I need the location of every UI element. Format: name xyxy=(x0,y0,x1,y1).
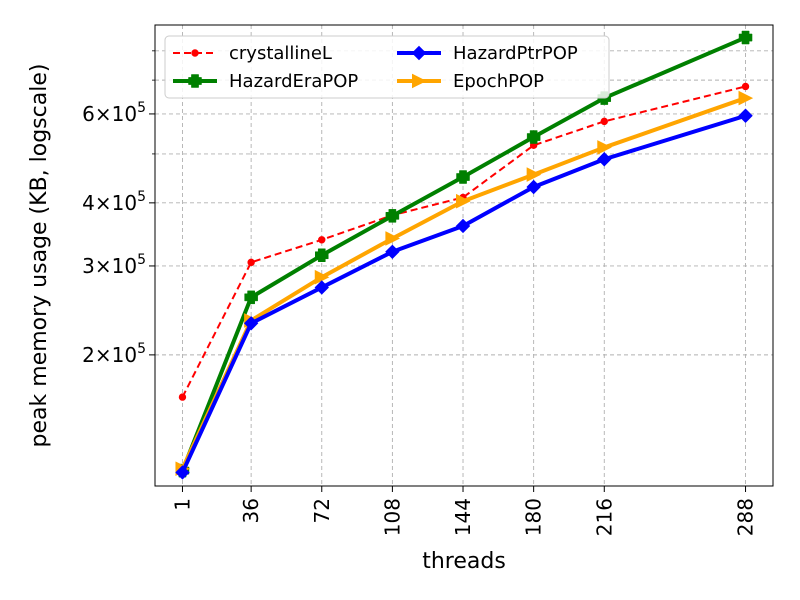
data-point xyxy=(738,30,753,45)
data-point xyxy=(385,244,400,260)
legend-entry: EpochPOP xyxy=(397,71,544,92)
series-HazardPtrPOP xyxy=(175,108,753,480)
data-point xyxy=(314,280,329,295)
legend-entry: crystallineL xyxy=(173,43,332,64)
legend-swatch-marker xyxy=(191,49,199,57)
y-axis-ticks: 2×105 3×105 4×105 6×105 xyxy=(82,50,155,367)
legend-swatch-marker xyxy=(188,74,202,88)
data-point xyxy=(455,218,471,234)
data-point xyxy=(741,82,750,91)
legend-swatch-marker xyxy=(412,73,427,89)
series-line xyxy=(181,85,746,398)
y-axis-label: peak memory usage (KB, logscale) xyxy=(27,64,52,448)
legend: crystallineL HazardEraPOP HazardPtrPOP Epoc… xyxy=(164,35,610,99)
data-point xyxy=(318,236,326,244)
series-crystallineL xyxy=(178,82,750,401)
x-tick-label: 180 xyxy=(522,498,546,536)
legend-entry: HazardPtrPOP xyxy=(397,43,578,64)
data-point xyxy=(526,167,542,182)
data-point xyxy=(175,465,190,480)
series-layer xyxy=(175,30,754,480)
y-tick-label: 3×105 xyxy=(82,252,146,278)
x-tick-label: 1 xyxy=(170,498,194,511)
x-axis-ticks: 1 36 72 108 144 180 216 288 xyxy=(170,486,758,536)
x-axis-label: threads xyxy=(422,549,506,574)
plot-frame xyxy=(154,24,774,487)
data-point xyxy=(738,108,753,123)
x-tick-label: 216 xyxy=(592,498,616,536)
data-point xyxy=(178,393,187,401)
y-tick-label: 6×105 xyxy=(82,100,146,126)
data-point xyxy=(597,152,612,167)
data-point xyxy=(243,316,259,331)
legend-swatch-marker xyxy=(411,45,427,61)
x-tick-label: 288 xyxy=(734,498,758,536)
x-tick-label: 144 xyxy=(451,498,475,536)
legend-label: crystallineL xyxy=(229,43,332,64)
data-point xyxy=(315,248,329,263)
legend-label: HazardEraPOP xyxy=(229,71,358,92)
x-tick-label: 108 xyxy=(380,498,404,536)
x-tick-label: 72 xyxy=(310,498,334,523)
data-point xyxy=(526,130,541,144)
y-tick-label: 4×105 xyxy=(82,189,146,215)
data-point xyxy=(385,231,401,246)
data-point xyxy=(244,290,258,305)
data-point xyxy=(385,209,400,223)
data-point xyxy=(456,193,471,209)
data-point xyxy=(600,117,608,126)
series-EpochPOP xyxy=(175,90,754,477)
data-point xyxy=(526,179,541,195)
series-line xyxy=(180,113,747,474)
legend-label: HazardPtrPOP xyxy=(453,43,578,64)
series-line xyxy=(180,96,747,470)
data-point xyxy=(456,170,470,184)
series-line xyxy=(180,35,747,472)
legend-box xyxy=(164,35,610,99)
legend-entry: HazardEraPOP xyxy=(173,71,358,92)
data-point xyxy=(738,90,754,106)
data-point xyxy=(597,140,612,155)
data-point xyxy=(247,258,255,267)
x-tick-label: 36 xyxy=(239,498,263,523)
legend-label: EpochPOP xyxy=(453,71,544,92)
y-tick-label: 2×105 xyxy=(82,341,146,367)
